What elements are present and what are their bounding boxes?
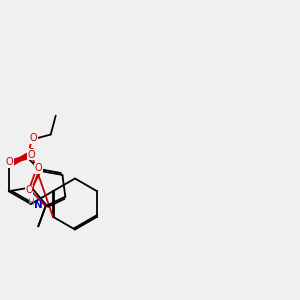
Text: O: O [30, 133, 37, 143]
Text: O: O [34, 163, 42, 173]
Text: O: O [25, 185, 33, 195]
Text: O: O [6, 157, 13, 167]
Text: H: H [27, 198, 34, 207]
Text: O: O [27, 150, 35, 160]
Text: O: O [27, 148, 34, 158]
Text: N: N [34, 200, 43, 210]
